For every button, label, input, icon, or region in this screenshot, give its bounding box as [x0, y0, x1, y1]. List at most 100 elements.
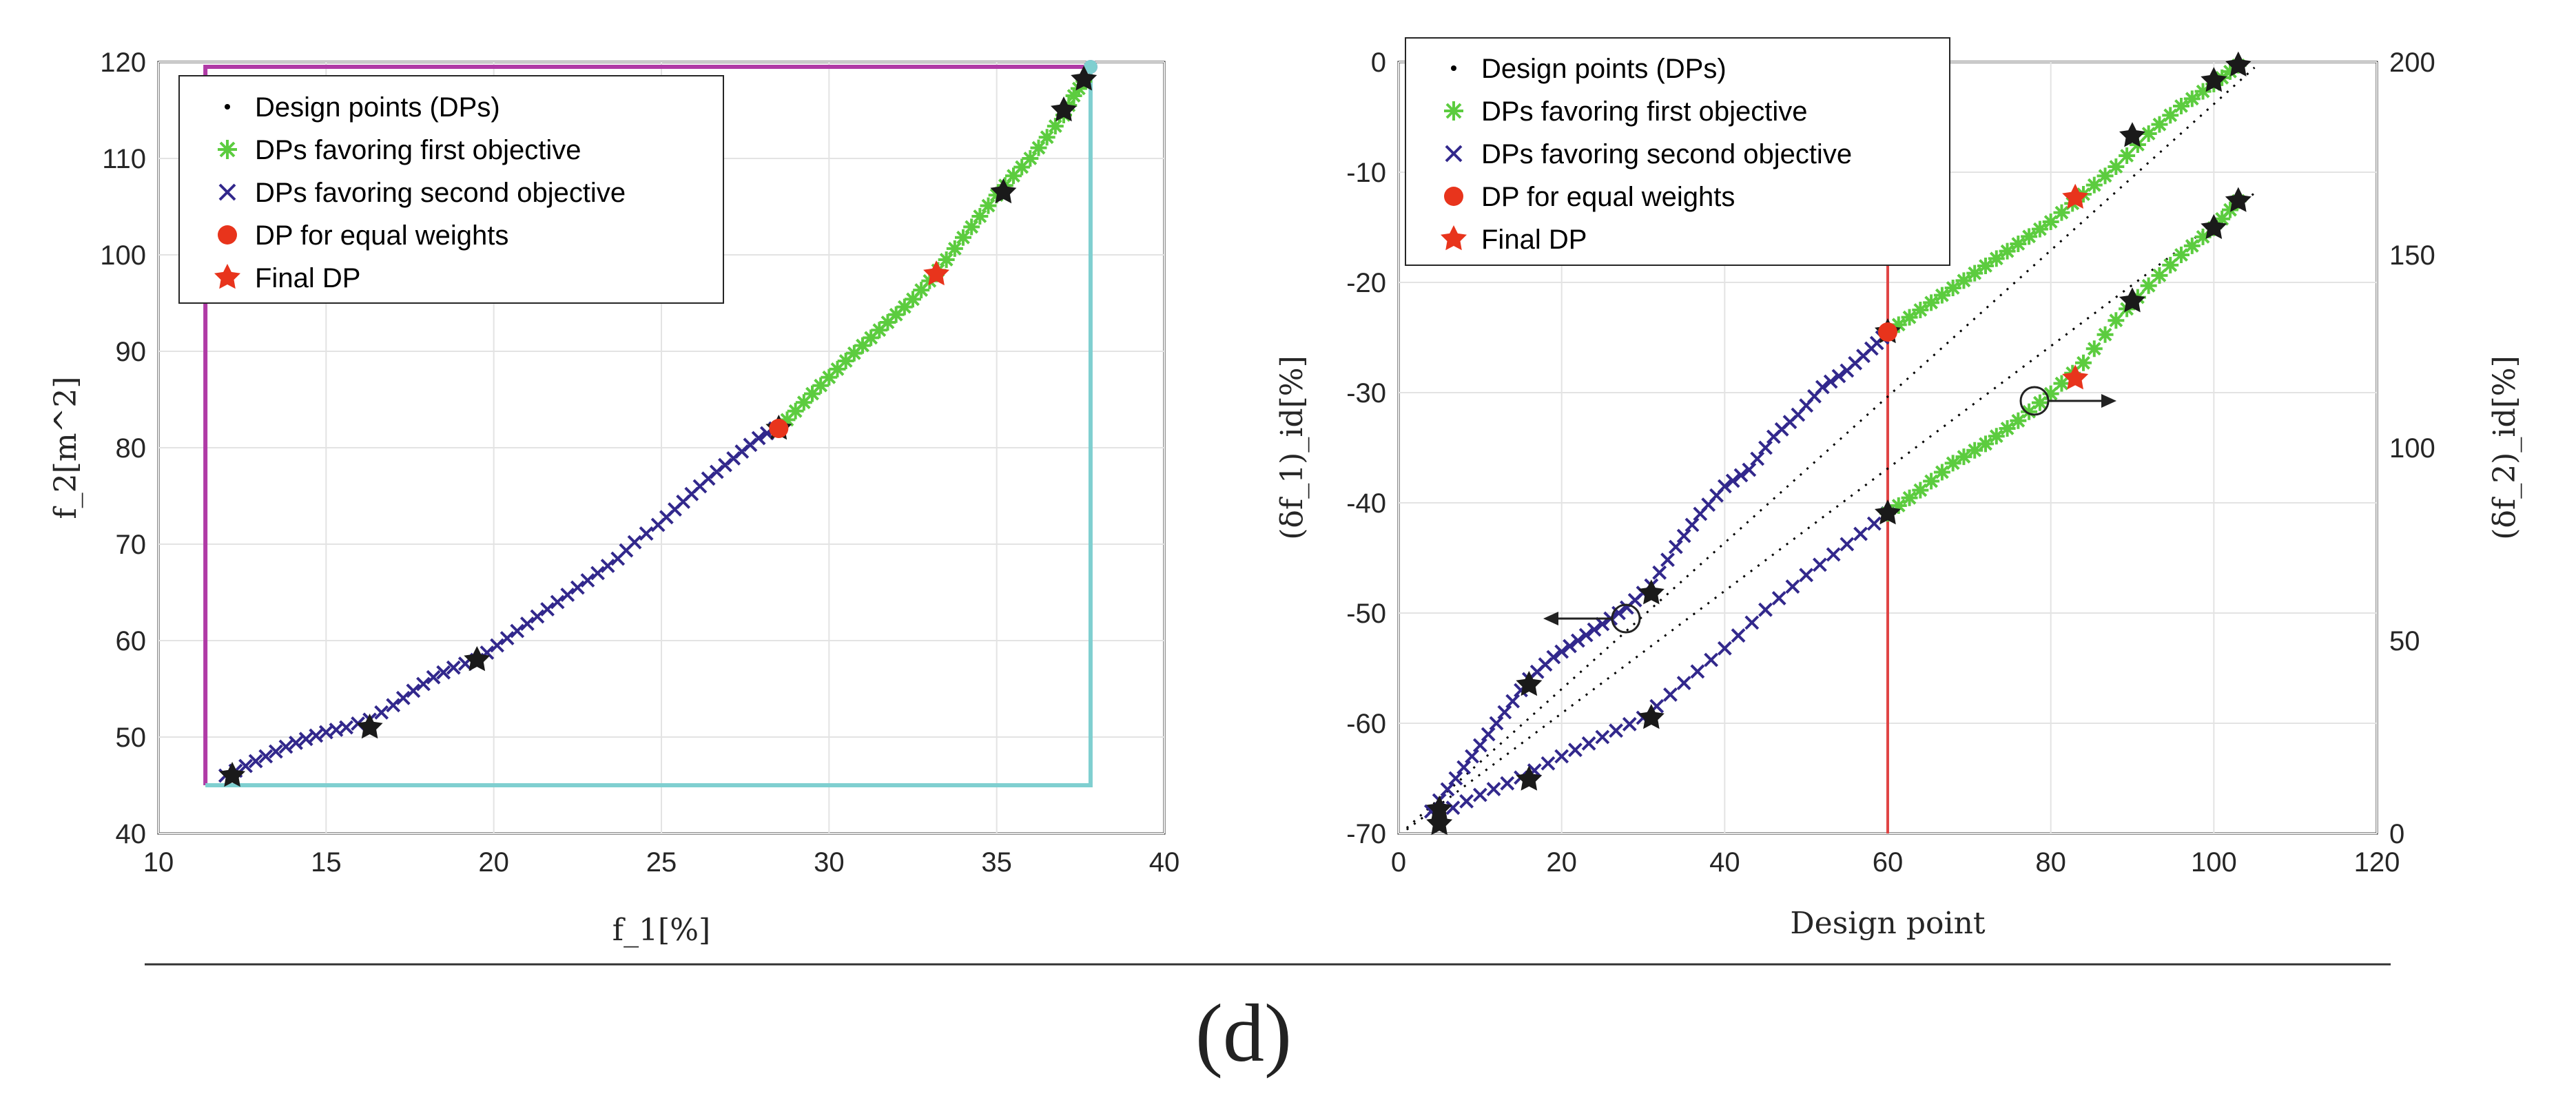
left-x-tick-label: 15 [311, 847, 342, 878]
left-point-x [446, 660, 461, 675]
right-legend-first-objective: DPs favoring first objective [1481, 96, 1808, 127]
right-point-star [2042, 214, 2059, 230]
right-point-x [1595, 616, 1610, 632]
left-point-star [879, 314, 896, 331]
left-point-x [639, 526, 654, 541]
right-point-x [1758, 602, 1773, 617]
left-point-star [1030, 139, 1047, 156]
right-point-star [1977, 435, 1994, 453]
right-point-star [1955, 448, 1972, 466]
legend-red-circle-marker [1444, 187, 1463, 206]
right-y-tick-label: -60 [1346, 709, 1386, 739]
right-point-x [1595, 729, 1610, 745]
right-x-tick-label: 40 [1709, 847, 1740, 878]
left-y-tick-label: 70 [116, 530, 147, 560]
left-point-x [406, 683, 421, 698]
right-point-x [1448, 771, 1463, 786]
right-point-star [2173, 98, 2189, 114]
right-point-star [2222, 201, 2238, 218]
right-point-star-black [2119, 287, 2145, 313]
right-legend: Design points (DPs) DPs favoring first o… [1405, 37, 1950, 266]
right-point-x [1690, 664, 1705, 679]
right-point-x [1497, 705, 1512, 720]
left-y-tick-label: 110 [102, 144, 146, 174]
left-point-x [540, 602, 555, 616]
left-x-tick-label: 30 [814, 847, 845, 878]
right-point-x [1771, 590, 1786, 605]
right-point-x [1578, 628, 1594, 643]
right-point-star [1923, 294, 1940, 311]
left-x-tick-label: 35 [981, 847, 1012, 878]
right-y-tick-label: -40 [1346, 488, 1386, 519]
right-point-star [1901, 489, 1918, 506]
legend-red-circle-marker [218, 225, 237, 245]
right-y-tick-label: -50 [1346, 599, 1386, 629]
left-data-marks [218, 65, 1098, 787]
right-point-x [1611, 605, 1626, 621]
left-y-tick-label: 60 [116, 626, 147, 656]
left-point-star [955, 229, 971, 246]
right-right-y-axis-label: (δf_2)_id[%] [2487, 355, 2522, 539]
left-point-star [779, 411, 796, 428]
left-point-star [1038, 129, 1055, 146]
left-point-x [627, 535, 642, 550]
right-point-x [1563, 639, 1577, 654]
right-point-star-black [2201, 214, 2227, 239]
right-point-star [2183, 90, 2201, 107]
right-point-star [2183, 237, 2201, 254]
right-point-star [1999, 420, 2016, 437]
right-x-tick-label: 20 [1546, 847, 1577, 878]
left-y-tick-label: 100 [100, 240, 146, 271]
right-point-star [2162, 107, 2179, 124]
right-point-star [2021, 228, 2038, 245]
left-point-star [845, 344, 863, 362]
right-y2-tick-label: 100 [2389, 433, 2435, 464]
legend-blue-x-marker [218, 183, 236, 201]
right-point-star [2151, 267, 2168, 284]
left-point-star [938, 251, 955, 268]
right-point-x [1567, 743, 1583, 758]
right-point-star [1966, 265, 1983, 282]
right-point-x [1505, 694, 1521, 709]
legend-green-star-marker [1444, 101, 1463, 121]
right-point-x [1853, 526, 1868, 541]
right-point-x [1717, 479, 1732, 494]
legend-dot-marker [1451, 65, 1456, 71]
right-point-star [2173, 247, 2189, 263]
right-point-x [1472, 787, 1487, 802]
left-x-tick-label: 10 [143, 847, 174, 878]
right-x-axis-label: Design point [1790, 906, 1986, 941]
left-point-star [871, 322, 888, 339]
right-point-x [1459, 794, 1474, 809]
left-point-x [570, 580, 585, 595]
right-y-tick-label: -20 [1346, 268, 1386, 298]
right-point-x [1660, 552, 1675, 568]
right-point-star [2151, 116, 2168, 133]
left-point-x [550, 594, 565, 610]
right-point-x [1676, 528, 1691, 543]
right-point-star [2010, 236, 2027, 252]
right-point-star [1912, 481, 1929, 499]
right-point-x [1815, 380, 1830, 395]
left-legend-equal-weights: DP for equal weights [255, 220, 508, 251]
right-point-star [1944, 455, 1961, 472]
right-point-x [1785, 579, 1800, 594]
right-point-star [2162, 256, 2179, 273]
right-point-star [1944, 280, 1961, 296]
left-point-star [1047, 118, 1064, 135]
right-point-x [1440, 782, 1455, 797]
right-point-star [2194, 83, 2212, 100]
right-point-x [1733, 468, 1749, 483]
right-x-tick-label: 100 [2191, 847, 2237, 878]
left-point-x [490, 638, 504, 653]
left-point-x [600, 559, 615, 573]
right-point-star [2096, 326, 2114, 343]
right-point-x [1684, 517, 1700, 532]
legend-red-star-marker [214, 264, 240, 289]
left-point-x [395, 690, 411, 705]
left-x-tick-label: 25 [646, 847, 677, 878]
left-point-x [416, 676, 431, 692]
right-point-star [1933, 287, 1950, 304]
right-point-x [1704, 652, 1719, 667]
